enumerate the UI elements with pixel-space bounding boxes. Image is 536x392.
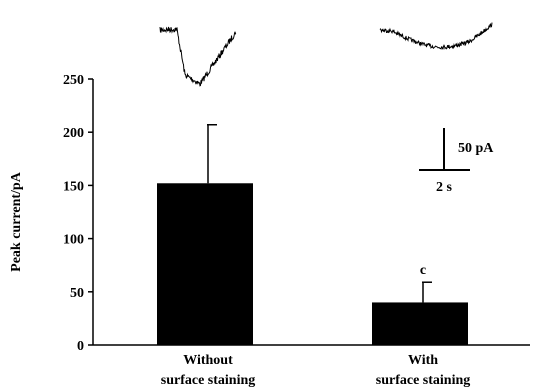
y-axis-label: Peak current/pA bbox=[9, 171, 24, 272]
y-tick-label: 0 bbox=[77, 339, 84, 354]
y-tick-label: 250 bbox=[63, 73, 84, 88]
category-label: surface staining bbox=[161, 373, 256, 388]
trace-without-staining bbox=[159, 26, 237, 87]
trace-with-staining bbox=[379, 22, 493, 50]
category-label: With bbox=[408, 353, 438, 368]
bar bbox=[157, 183, 253, 345]
y-tick-label: 200 bbox=[63, 126, 84, 141]
bars: Without surface staining With surface stain… bbox=[157, 124, 471, 388]
y-tick-label: 50 bbox=[70, 286, 84, 301]
scale-bar-current-label: 50 pA bbox=[458, 141, 494, 156]
scale-bar: 50 pA 2 s bbox=[419, 128, 494, 195]
scale-bar-time-label: 2 s bbox=[436, 180, 453, 195]
y-tick-label: 150 bbox=[63, 179, 84, 194]
category-label: surface staining bbox=[376, 373, 471, 388]
bar bbox=[372, 302, 468, 345]
y-tick-label: 100 bbox=[63, 233, 84, 248]
current-traces bbox=[159, 22, 493, 87]
category-label: Without bbox=[183, 353, 233, 368]
significance-annotation: c bbox=[420, 263, 426, 278]
